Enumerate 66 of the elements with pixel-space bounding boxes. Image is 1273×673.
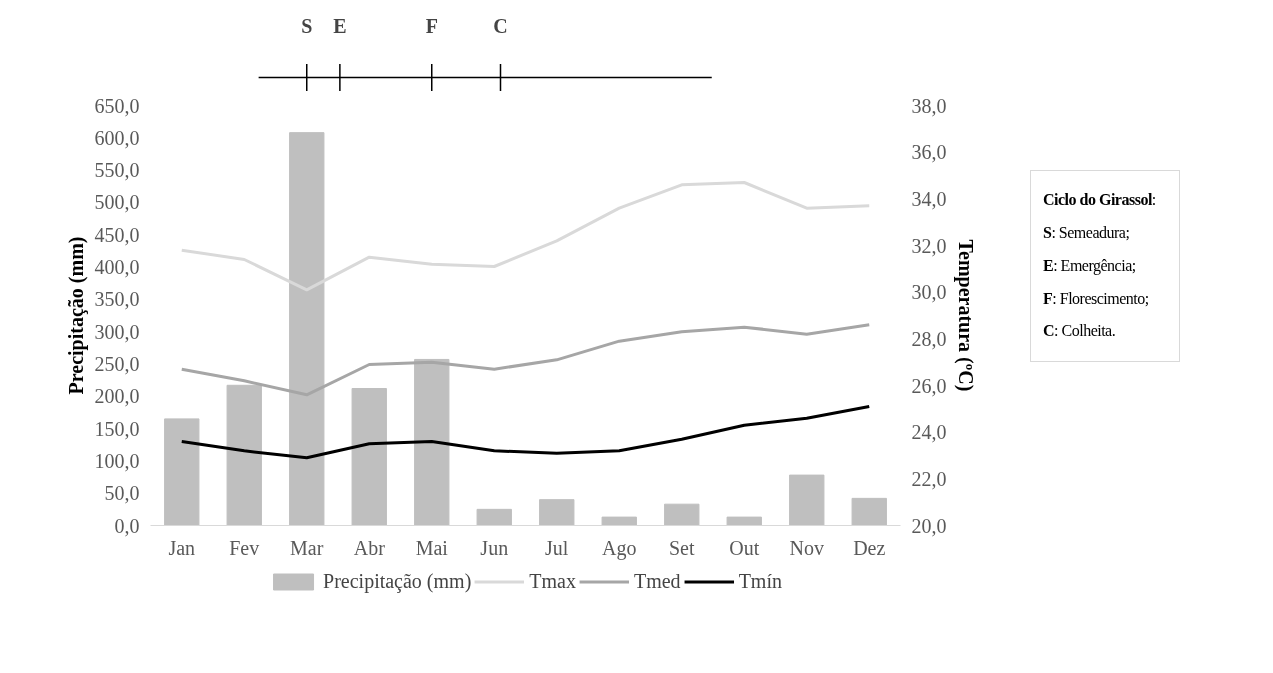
y2-axis-title: Temperatura (ºC) [953,239,977,392]
y2-tick-label: 26,0 [911,374,947,397]
y2-tick-label: 34,0 [911,187,947,210]
y2-tick-label: 24,0 [911,421,947,444]
y-tick-label: 600,0 [94,126,140,149]
x-tick-label: Out [729,536,760,559]
y-tick-label: 350,0 [94,288,140,311]
bar [226,384,262,526]
y2-tick-label: 32,0 [911,234,947,257]
y-tick-label: 550,0 [94,159,140,182]
y2-tick-label: 28,0 [911,327,947,350]
line-series [180,405,871,460]
y2-tick-label: 22,0 [911,467,947,490]
x-tick-label: Abr [353,536,386,559]
bar [601,516,637,526]
x-tick-label: Nov [789,536,824,559]
bar [539,499,575,526]
bar [476,508,512,526]
y-axis-title: Precipitação (mm) [64,236,88,395]
y-tick-label: 300,0 [94,320,140,343]
y-tick-label: 250,0 [94,352,140,375]
text: E: Emergência; [1043,255,1137,277]
y-tick-label: 500,0 [94,191,140,214]
line-series [180,181,871,292]
bar [289,132,325,526]
x-tick-label: Jun [480,536,509,559]
legend-label: Tmax [529,569,576,593]
x-tick-label: Jul [545,536,569,559]
x-tick-label: Mai [415,536,449,559]
x-tick-label: Dez [853,536,886,559]
y-tick-label: 100,0 [94,449,140,472]
x-tick-label: Set [668,536,695,559]
legend-label: Tmín [738,569,782,593]
y-tick-label: 450,0 [94,223,140,246]
line-series [180,323,871,397]
y-tick-label: 50,0 [104,482,140,505]
text: F [425,15,438,37]
x-tick-label: Fev [229,536,260,559]
text: C: Colheita. [1043,321,1117,342]
text: F: Florescimento; [1043,288,1150,309]
text: Ciclo do Girassol: [1043,190,1157,210]
bar [351,388,387,526]
x-tick-label: Ago [602,536,637,560]
bar [789,474,825,526]
bar [726,516,762,526]
y2-tick-label: 20,0 [911,514,947,537]
legend-label: Precipitação (mm) [323,569,472,593]
y2-tick-label: 30,0 [911,281,947,304]
x-tick-label: Jan [168,536,196,559]
text: S: Semeadura; [1043,222,1131,243]
text: S [301,15,313,37]
bar [664,503,700,526]
text: E [333,15,347,37]
bar [164,418,200,526]
text: C [493,15,508,37]
y2-tick-label: 36,0 [911,141,947,164]
y2-tick-label: 38,0 [911,94,947,117]
y-tick-label: 0,0 [114,514,140,537]
y-tick-label: 400,0 [94,256,140,279]
y-tick-label: 650,0 [94,94,140,117]
y-tick-label: 200,0 [94,385,140,408]
y-tick-label: 150,0 [94,417,140,440]
legend-label: Tmed [633,569,681,593]
x-tick-label: Mar [290,536,324,559]
bar [851,497,887,526]
bar [414,358,450,526]
